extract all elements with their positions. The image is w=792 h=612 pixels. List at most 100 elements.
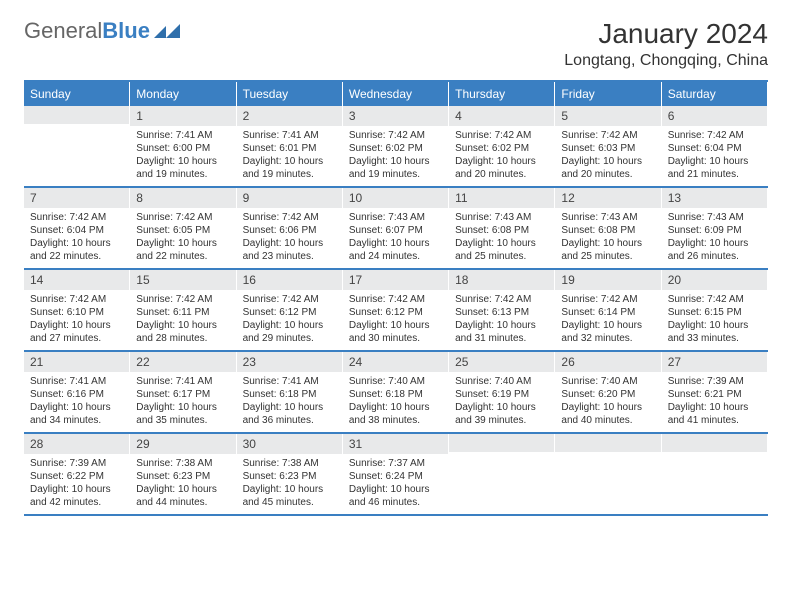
logo-text-b: Blue	[102, 18, 150, 44]
day-line: and 45 minutes.	[243, 496, 336, 509]
calendar-day: 15Sunrise: 7:42 AMSunset: 6:11 PMDayligh…	[130, 270, 236, 350]
calendar-day: 6Sunrise: 7:42 AMSunset: 6:04 PMDaylight…	[662, 106, 768, 186]
day-body: Sunrise: 7:42 AMSunset: 6:04 PMDaylight:…	[662, 126, 767, 186]
day-number: 23	[237, 352, 342, 372]
day-body: Sunrise: 7:40 AMSunset: 6:18 PMDaylight:…	[343, 372, 448, 432]
calendar-day: 10Sunrise: 7:43 AMSunset: 6:07 PMDayligh…	[343, 188, 449, 268]
calendar-day: 8Sunrise: 7:42 AMSunset: 6:05 PMDaylight…	[130, 188, 236, 268]
day-line: Sunrise: 7:38 AM	[136, 457, 229, 470]
day-line: Daylight: 10 hours	[455, 319, 548, 332]
day-line: Sunrise: 7:42 AM	[455, 129, 548, 142]
day-line: Sunrise: 7:39 AM	[30, 457, 123, 470]
day-body: Sunrise: 7:42 AMSunset: 6:04 PMDaylight:…	[24, 208, 129, 268]
day-number: 16	[237, 270, 342, 290]
calendar-day: 28Sunrise: 7:39 AMSunset: 6:22 PMDayligh…	[24, 434, 130, 514]
calendar-day: 27Sunrise: 7:39 AMSunset: 6:21 PMDayligh…	[662, 352, 768, 432]
day-line: Sunrise: 7:41 AM	[136, 129, 229, 142]
day-number: 30	[237, 434, 342, 454]
logo: GeneralBlue	[24, 18, 180, 44]
day-number	[555, 434, 660, 452]
day-line: Daylight: 10 hours	[349, 319, 442, 332]
day-number: 15	[130, 270, 235, 290]
day-line: Daylight: 10 hours	[136, 155, 229, 168]
day-number	[662, 434, 767, 452]
calendar-day: 5Sunrise: 7:42 AMSunset: 6:03 PMDaylight…	[555, 106, 661, 186]
day-number: 8	[130, 188, 235, 208]
day-line: and 32 minutes.	[561, 332, 654, 345]
day-line: Sunrise: 7:42 AM	[455, 293, 548, 306]
day-body: Sunrise: 7:40 AMSunset: 6:20 PMDaylight:…	[555, 372, 660, 432]
day-line: and 33 minutes.	[668, 332, 761, 345]
day-line: Sunrise: 7:42 AM	[668, 129, 761, 142]
day-header: Thursday	[449, 82, 555, 106]
day-line: Daylight: 10 hours	[561, 237, 654, 250]
day-body: Sunrise: 7:42 AMSunset: 6:06 PMDaylight:…	[237, 208, 342, 268]
day-line: Sunset: 6:24 PM	[349, 470, 442, 483]
day-line: Sunset: 6:04 PM	[30, 224, 123, 237]
day-line: Daylight: 10 hours	[30, 401, 123, 414]
day-line: Sunrise: 7:41 AM	[30, 375, 123, 388]
day-line: Daylight: 10 hours	[136, 401, 229, 414]
day-body	[24, 124, 129, 180]
day-line: Sunrise: 7:39 AM	[668, 375, 761, 388]
day-number: 20	[662, 270, 767, 290]
day-line: Daylight: 10 hours	[668, 319, 761, 332]
calendar-day: 13Sunrise: 7:43 AMSunset: 6:09 PMDayligh…	[662, 188, 768, 268]
day-line: Sunrise: 7:41 AM	[243, 129, 336, 142]
day-body: Sunrise: 7:41 AMSunset: 6:18 PMDaylight:…	[237, 372, 342, 432]
day-line: Sunset: 6:16 PM	[30, 388, 123, 401]
day-line: Daylight: 10 hours	[243, 237, 336, 250]
calendar-week: 1Sunrise: 7:41 AMSunset: 6:00 PMDaylight…	[24, 106, 768, 188]
day-body: Sunrise: 7:41 AMSunset: 6:16 PMDaylight:…	[24, 372, 129, 432]
day-line: and 25 minutes.	[455, 250, 548, 263]
calendar-week: 28Sunrise: 7:39 AMSunset: 6:22 PMDayligh…	[24, 434, 768, 516]
day-body: Sunrise: 7:42 AMSunset: 6:05 PMDaylight:…	[130, 208, 235, 268]
day-number: 28	[24, 434, 129, 454]
calendar-day: 18Sunrise: 7:42 AMSunset: 6:13 PMDayligh…	[449, 270, 555, 350]
day-line: and 23 minutes.	[243, 250, 336, 263]
day-number: 10	[343, 188, 448, 208]
day-line: Daylight: 10 hours	[30, 319, 123, 332]
day-body: Sunrise: 7:43 AMSunset: 6:09 PMDaylight:…	[662, 208, 767, 268]
day-line: and 31 minutes.	[455, 332, 548, 345]
day-body: Sunrise: 7:42 AMSunset: 6:12 PMDaylight:…	[237, 290, 342, 350]
calendar-day: 7Sunrise: 7:42 AMSunset: 6:04 PMDaylight…	[24, 188, 130, 268]
day-number: 24	[343, 352, 448, 372]
day-line: Sunrise: 7:42 AM	[561, 293, 654, 306]
day-line: Sunrise: 7:43 AM	[455, 211, 548, 224]
logo-text-a: General	[24, 18, 102, 44]
day-body: Sunrise: 7:42 AMSunset: 6:11 PMDaylight:…	[130, 290, 235, 350]
day-line: Sunset: 6:20 PM	[561, 388, 654, 401]
day-number: 27	[662, 352, 767, 372]
day-line: Sunrise: 7:42 AM	[561, 129, 654, 142]
day-line: Sunset: 6:03 PM	[561, 142, 654, 155]
day-line: and 25 minutes.	[561, 250, 654, 263]
calendar-day: 3Sunrise: 7:42 AMSunset: 6:02 PMDaylight…	[343, 106, 449, 186]
calendar-day: 26Sunrise: 7:40 AMSunset: 6:20 PMDayligh…	[555, 352, 661, 432]
day-line: Sunset: 6:11 PM	[136, 306, 229, 319]
day-line: Daylight: 10 hours	[30, 483, 123, 496]
day-line: Daylight: 10 hours	[455, 237, 548, 250]
calendar-day: 23Sunrise: 7:41 AMSunset: 6:18 PMDayligh…	[237, 352, 343, 432]
day-line: and 19 minutes.	[243, 168, 336, 181]
day-line: Sunrise: 7:40 AM	[455, 375, 548, 388]
calendar-day: 12Sunrise: 7:43 AMSunset: 6:08 PMDayligh…	[555, 188, 661, 268]
day-line: and 20 minutes.	[455, 168, 548, 181]
day-line: and 46 minutes.	[349, 496, 442, 509]
day-line: and 34 minutes.	[30, 414, 123, 427]
day-number: 31	[343, 434, 448, 454]
calendar-day: 24Sunrise: 7:40 AMSunset: 6:18 PMDayligh…	[343, 352, 449, 432]
day-line: Sunrise: 7:38 AM	[243, 457, 336, 470]
day-body: Sunrise: 7:43 AMSunset: 6:07 PMDaylight:…	[343, 208, 448, 268]
day-number: 26	[555, 352, 660, 372]
day-line: and 36 minutes.	[243, 414, 336, 427]
day-line: Daylight: 10 hours	[136, 319, 229, 332]
day-number: 22	[130, 352, 235, 372]
calendar-day: 2Sunrise: 7:41 AMSunset: 6:01 PMDaylight…	[237, 106, 343, 186]
day-line: Sunset: 6:23 PM	[136, 470, 229, 483]
day-body: Sunrise: 7:38 AMSunset: 6:23 PMDaylight:…	[237, 454, 342, 514]
calendar-day: 29Sunrise: 7:38 AMSunset: 6:23 PMDayligh…	[130, 434, 236, 514]
day-line: Daylight: 10 hours	[30, 237, 123, 250]
day-number: 18	[449, 270, 554, 290]
day-line: Sunrise: 7:42 AM	[668, 293, 761, 306]
